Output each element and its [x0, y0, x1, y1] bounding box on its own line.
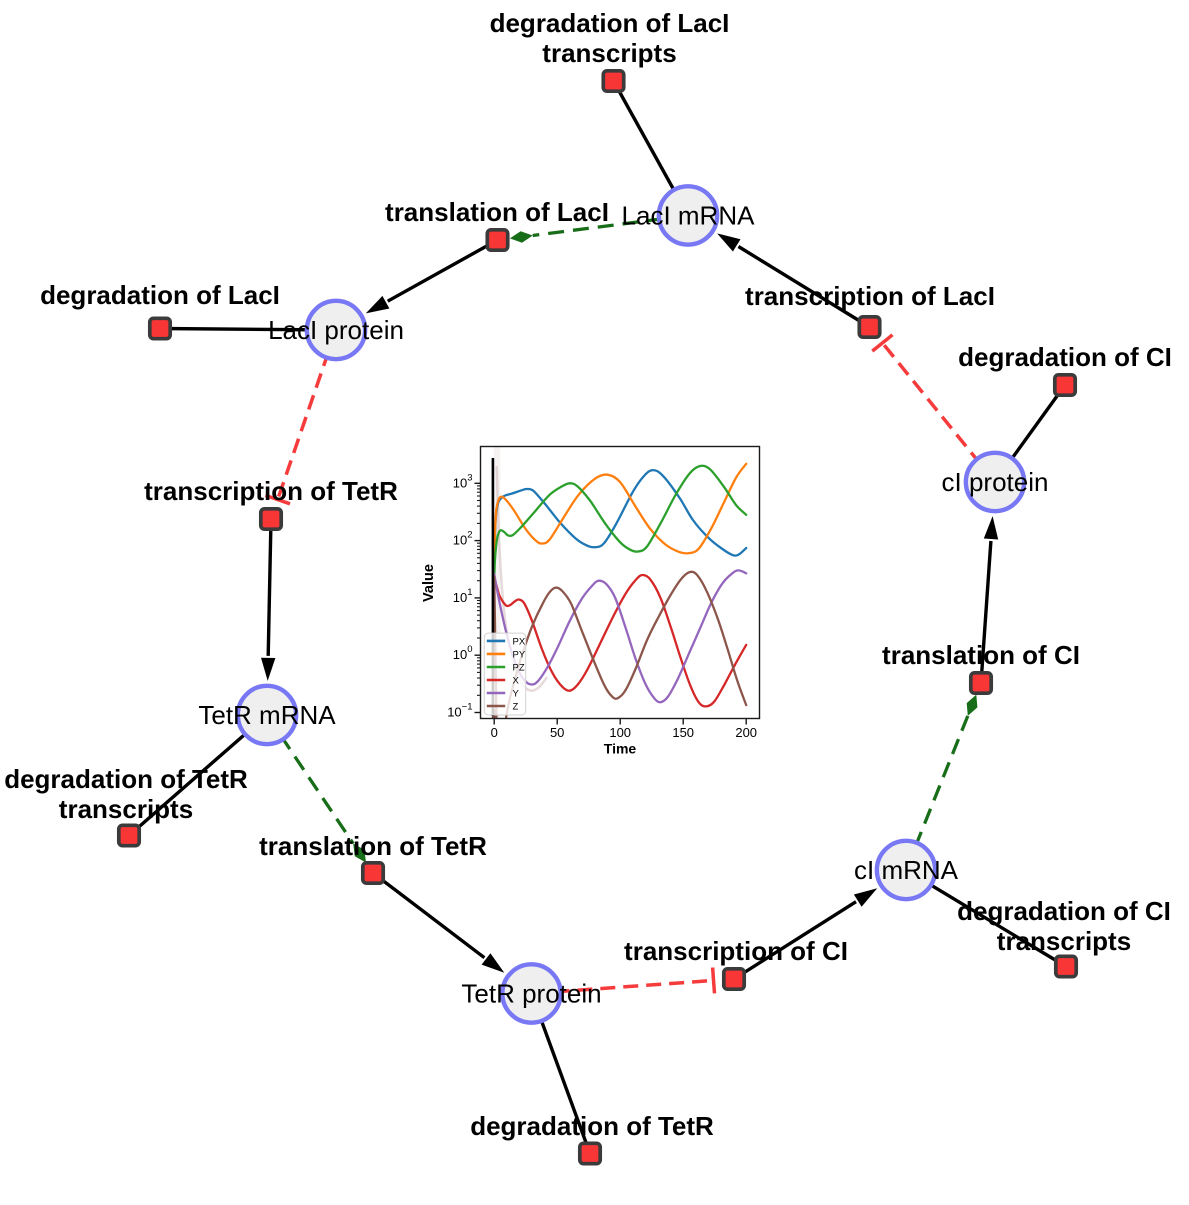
svg-text:transcripts: transcripts: [997, 926, 1131, 956]
svg-text:Y: Y: [513, 689, 520, 700]
svg-text:degradation of CI: degradation of CI: [958, 342, 1172, 372]
svg-text:PX: PX: [513, 636, 526, 647]
svg-text:100: 100: [609, 725, 631, 740]
svg-text:Z: Z: [513, 702, 519, 713]
svg-text:TetR mRNA: TetR mRNA: [198, 700, 336, 730]
svg-text:PZ: PZ: [513, 663, 525, 674]
svg-text:TetR protein: TetR protein: [461, 979, 601, 1009]
svg-text:cI protein: cI protein: [942, 467, 1049, 497]
svg-text:150: 150: [672, 725, 694, 740]
svg-text:transcription of TetR: transcription of TetR: [144, 476, 398, 506]
svg-text:cI mRNA: cI mRNA: [854, 855, 959, 885]
svg-text:Value: Value: [421, 564, 437, 602]
svg-text:X: X: [513, 676, 520, 687]
svg-text:degradation of CI: degradation of CI: [957, 896, 1171, 926]
svg-text:0: 0: [491, 725, 498, 740]
svg-text:degradation of LacI: degradation of LacI: [490, 8, 730, 38]
svg-text:LacI mRNA: LacI mRNA: [622, 201, 756, 231]
svg-text:degradation of LacI: degradation of LacI: [40, 280, 280, 310]
svg-text:PY: PY: [513, 649, 526, 660]
svg-text:transcripts: transcripts: [542, 38, 676, 68]
svg-text:transcripts: transcripts: [59, 794, 193, 824]
svg-text:degradation of TetR: degradation of TetR: [4, 764, 248, 794]
svg-text:200: 200: [735, 725, 757, 740]
svg-text:transcription of LacI: transcription of LacI: [745, 281, 995, 311]
svg-text:translation of LacI: translation of LacI: [385, 197, 609, 227]
svg-text:LacI protein: LacI protein: [268, 315, 404, 345]
svg-text:Time: Time: [604, 741, 637, 757]
svg-text:50: 50: [550, 725, 564, 740]
svg-text:translation of TetR: translation of TetR: [259, 831, 487, 861]
svg-text:degradation of TetR: degradation of TetR: [470, 1111, 714, 1141]
svg-text:translation of CI: translation of CI: [882, 640, 1080, 670]
svg-text:transcription of CI: transcription of CI: [624, 936, 848, 966]
